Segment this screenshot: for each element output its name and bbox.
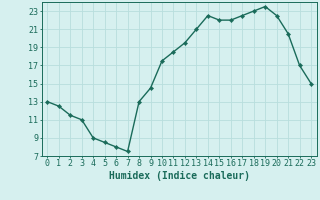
X-axis label: Humidex (Indice chaleur): Humidex (Indice chaleur) xyxy=(109,171,250,181)
